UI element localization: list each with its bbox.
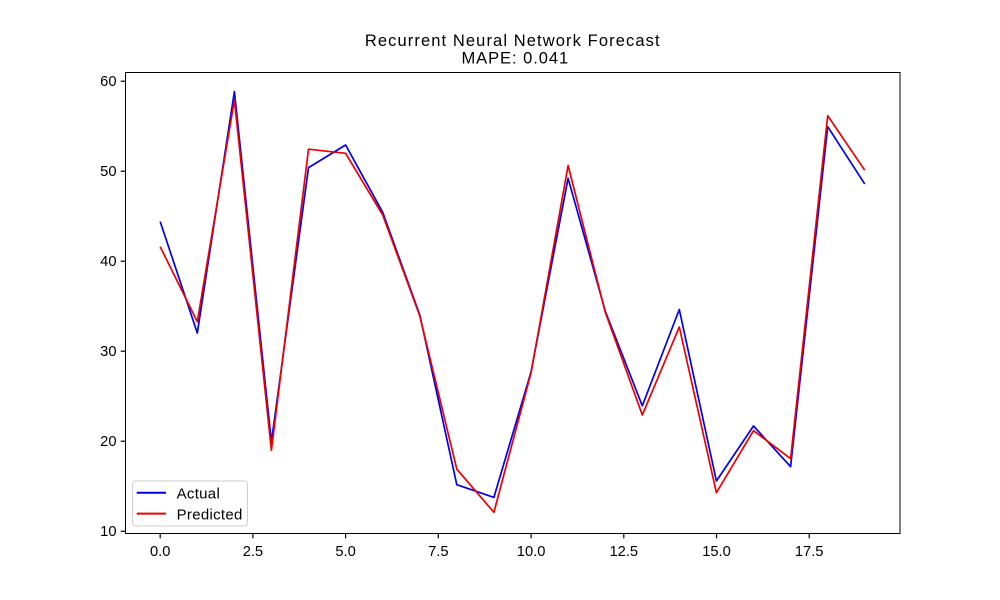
svg-text:Recurrent Neural Network Forec: Recurrent Neural Network Forecast [365, 32, 661, 50]
svg-text:10: 10 [100, 524, 116, 540]
svg-text:0.0: 0.0 [150, 544, 170, 560]
svg-text:Predicted: Predicted [177, 507, 243, 524]
svg-text:20: 20 [100, 434, 116, 450]
svg-text:15.0: 15.0 [702, 544, 731, 560]
svg-text:50: 50 [100, 164, 116, 180]
svg-text:5.0: 5.0 [335, 544, 355, 560]
svg-text:MAPE: 0.041: MAPE: 0.041 [461, 49, 569, 67]
svg-text:7.5: 7.5 [428, 544, 448, 560]
svg-text:17.5: 17.5 [795, 544, 824, 560]
svg-text:40: 40 [100, 254, 116, 270]
svg-text:30: 30 [100, 344, 116, 360]
svg-text:12.5: 12.5 [610, 544, 639, 560]
svg-text:60: 60 [100, 74, 116, 90]
svg-text:10.0: 10.0 [517, 544, 546, 560]
svg-text:2.5: 2.5 [243, 544, 263, 560]
svg-text:Actual: Actual [177, 486, 221, 503]
